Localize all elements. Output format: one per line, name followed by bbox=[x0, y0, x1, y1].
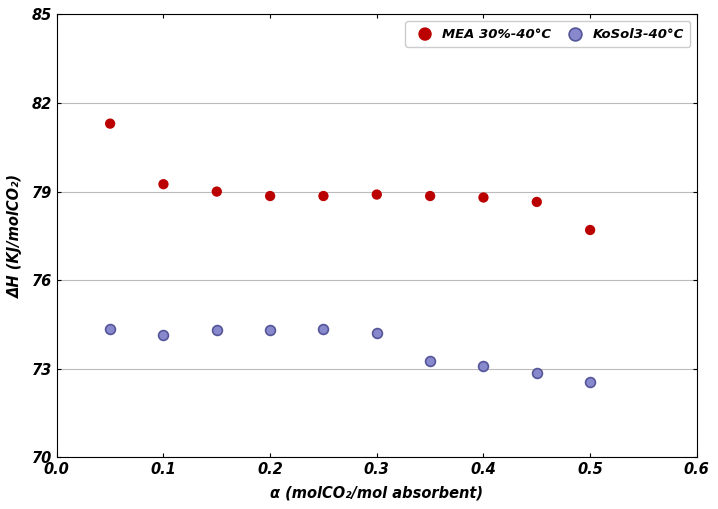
MEA 30%-40°C bbox=[371, 190, 383, 199]
MEA 30%-40°C bbox=[531, 198, 543, 206]
X-axis label: α (molCO₂/mol absorbent): α (molCO₂/mol absorbent) bbox=[270, 486, 483, 501]
Legend: MEA 30%-40°C, KoSol3-40°C: MEA 30%-40°C, KoSol3-40°C bbox=[405, 21, 690, 47]
MEA 30%-40°C bbox=[158, 180, 169, 188]
KoSol3-40°C bbox=[104, 325, 116, 333]
KoSol3-40°C bbox=[371, 329, 383, 337]
MEA 30%-40°C bbox=[424, 192, 436, 200]
KoSol3-40°C bbox=[424, 357, 436, 365]
KoSol3-40°C bbox=[264, 326, 276, 334]
KoSol3-40°C bbox=[531, 369, 543, 377]
KoSol3-40°C bbox=[211, 326, 223, 334]
Y-axis label: ΔH (KJ/molCO₂): ΔH (KJ/molCO₂) bbox=[9, 174, 23, 298]
KoSol3-40°C bbox=[158, 331, 169, 339]
MEA 30%-40°C bbox=[477, 193, 489, 202]
MEA 30%-40°C bbox=[211, 187, 223, 195]
MEA 30%-40°C bbox=[264, 192, 276, 200]
MEA 30%-40°C bbox=[317, 192, 329, 200]
KoSol3-40°C bbox=[477, 362, 489, 370]
KoSol3-40°C bbox=[317, 325, 329, 333]
MEA 30%-40°C bbox=[104, 120, 116, 128]
MEA 30%-40°C bbox=[584, 226, 596, 234]
KoSol3-40°C bbox=[584, 378, 596, 386]
